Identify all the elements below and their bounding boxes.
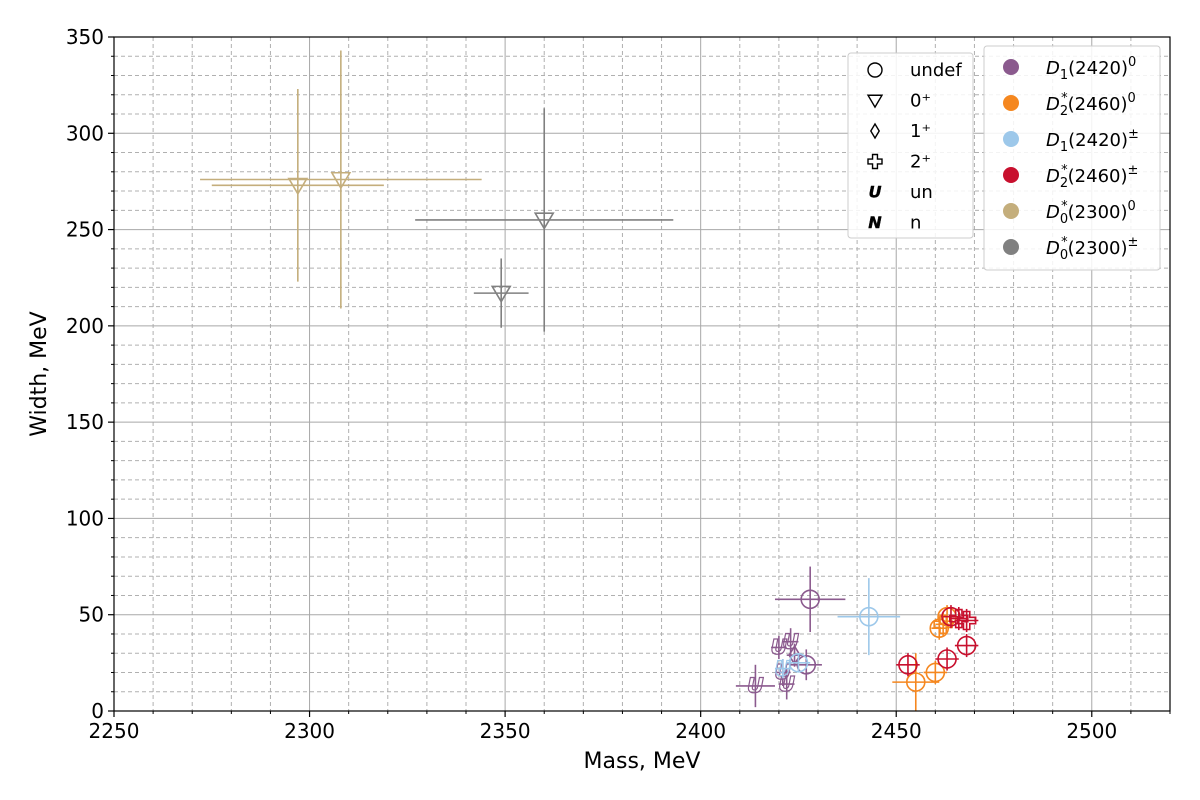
data-point — [211, 88, 384, 282]
marker-legend-item: 0⁺ — [866, 91, 931, 112]
marker-legend-item: 2⁺ — [867, 152, 931, 173]
plot-frame — [113, 36, 1171, 712]
x-tick-label: 2250 — [89, 719, 140, 743]
marker-legend-label: 2⁺ — [910, 152, 931, 173]
triangle-down-marker — [490, 285, 512, 304]
y-tick-label: 150 — [66, 410, 104, 434]
diamond-marker — [869, 122, 881, 140]
color-legend-item: D1(2420)0 — [1003, 55, 1136, 83]
circle-marker — [905, 672, 926, 692]
triangle-down-marker — [533, 212, 555, 231]
y-axis-label: Width, MeV — [27, 311, 52, 436]
plus-marker — [948, 608, 969, 629]
color-legend-box — [983, 45, 1161, 271]
marker-legend-label: 1⁺ — [910, 121, 931, 142]
data-point: U — [774, 656, 792, 681]
plus-marker — [867, 153, 883, 170]
color-legend-label: D0*(2300)0 — [1046, 199, 1136, 227]
y-tick-label: 200 — [66, 314, 104, 338]
y-tick-label: 350 — [66, 25, 104, 49]
data-point — [892, 653, 940, 711]
circle-marker — [800, 589, 820, 610]
circle-marker — [796, 654, 817, 675]
color-legend-item: D1(2420)± — [1003, 127, 1139, 155]
triangle-down-marker — [866, 94, 884, 109]
marker-legend-label: undef — [910, 60, 962, 81]
circle-marker — [867, 62, 883, 78]
series-D1_2420_pm: U — [774, 578, 901, 681]
color-legend-label: D1(2420)0 — [1046, 55, 1136, 83]
marker-legend-label: un — [910, 182, 933, 203]
marker-legend-item: undef — [867, 60, 962, 81]
triangle-down-marker — [287, 177, 309, 196]
color-swatch — [1003, 59, 1019, 75]
letter-marker: N — [868, 213, 882, 232]
x-tick-label: 2300 — [284, 719, 335, 743]
y-tick-label: 300 — [66, 121, 104, 145]
color-legend-label: D1(2420)± — [1046, 127, 1139, 155]
data-point — [415, 108, 674, 332]
series-D2s_2460_pm — [896, 605, 979, 677]
marker-legend-label: n — [910, 213, 921, 234]
data-point: U — [735, 664, 775, 708]
series-D0s_2300_0 — [200, 50, 482, 309]
data-point — [774, 566, 846, 633]
axis-ticks — [108, 36, 1171, 717]
color-swatch — [1003, 95, 1019, 111]
data-point — [948, 607, 969, 631]
circle-marker — [898, 654, 918, 675]
x-axis-label: Mass, MeV — [584, 749, 701, 774]
color-legend-item: D0*(2300)± — [1003, 235, 1138, 263]
x-tick-label: 2350 — [480, 719, 531, 743]
letter-marker: U — [774, 656, 791, 680]
color-legend: D1(2420)0 D2*(2460)0 D1(2420)± D2*(2460)± D0… — [983, 45, 1161, 271]
circle-marker — [859, 606, 879, 627]
y-tick-label: 50 — [79, 603, 104, 627]
x-tick-label: 2500 — [1066, 719, 1117, 743]
color-legend-label: D2*(2460)0 — [1046, 91, 1136, 119]
color-legend-label: D2*(2460)± — [1046, 163, 1138, 191]
data-point — [790, 649, 822, 681]
marker-legend: undef 0⁺ 1⁺ 2⁺ U un N n — [847, 52, 974, 239]
y-tick-label: 100 — [66, 506, 104, 530]
circle-marker — [925, 662, 946, 683]
letter-marker: U — [868, 182, 881, 201]
y-tick-label: 250 — [66, 218, 104, 242]
color-legend-label: D0*(2300)± — [1046, 235, 1138, 263]
data-point — [923, 660, 948, 685]
series-D0s_2300_pm — [415, 108, 674, 332]
data-point — [954, 608, 979, 633]
color-swatch — [1003, 131, 1019, 147]
data-point — [473, 258, 529, 328]
y-tick-label: 0 — [91, 699, 104, 723]
color-swatch — [1003, 239, 1019, 255]
data-point — [935, 647, 959, 671]
marker-legend-item: 1⁺ — [869, 121, 931, 142]
letter-marker: U — [747, 674, 764, 698]
circle-marker — [788, 653, 809, 673]
color-swatch — [1003, 203, 1019, 219]
data-point — [896, 653, 920, 677]
color-legend-item: D2*(2460)± — [1003, 163, 1138, 191]
x-tick-label: 2400 — [675, 719, 726, 743]
circle-marker — [937, 649, 957, 669]
color-swatch — [1003, 167, 1019, 183]
color-legend-item: D2*(2460)0 — [1003, 91, 1136, 119]
marker-legend-label: 0⁺ — [910, 91, 931, 112]
x-tick-label: 2450 — [871, 719, 922, 743]
color-legend-item: D0*(2300)0 — [1003, 199, 1136, 227]
data-point — [786, 653, 811, 673]
plus-marker — [956, 610, 977, 631]
tick-labels: 2250 2300 2350 2400 2450 2500 0 50 100 150 200 250 3… — [66, 25, 1117, 743]
circle-marker — [956, 635, 977, 656]
data-point — [954, 633, 979, 658]
data-point — [837, 578, 901, 656]
data-point — [200, 50, 482, 309]
triangle-down-marker — [330, 171, 352, 190]
